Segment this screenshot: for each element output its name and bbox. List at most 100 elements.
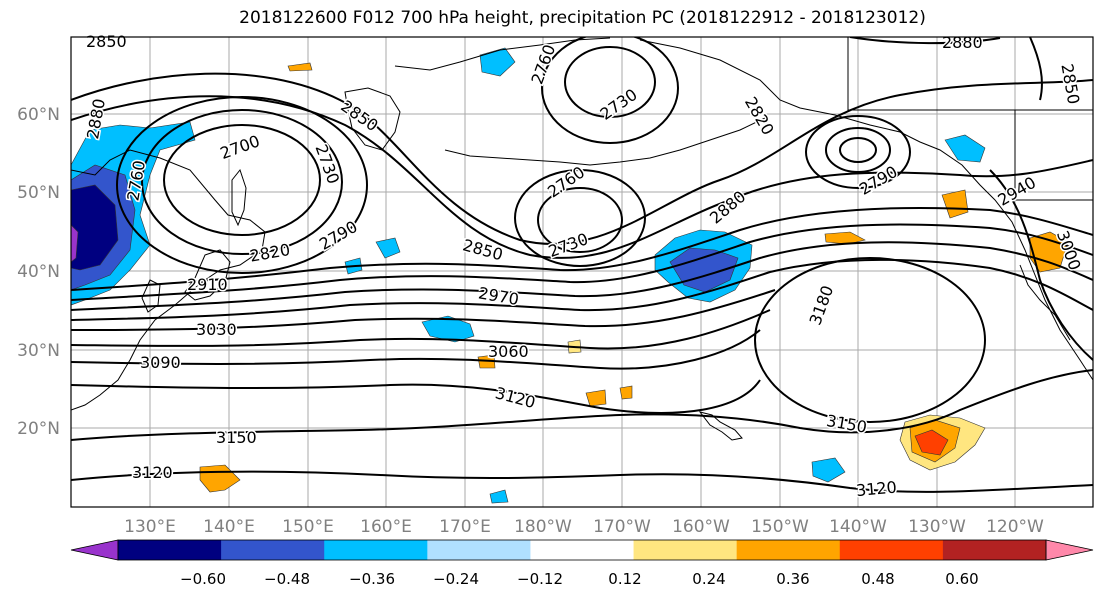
colorbar-segment [221, 540, 325, 560]
contour-label: 3120 [855, 478, 897, 500]
contour-low-pacific-2760 [514, 169, 646, 267]
contour-label: 2850 [1057, 62, 1083, 105]
contour-label: 2700 [218, 131, 263, 163]
borders [847, 37, 1093, 201]
contour-low-pacific-2730 [537, 187, 623, 253]
contour-3090 [71, 329, 761, 370]
contour-3030 [71, 289, 776, 331]
colorbar-tick-label: −0.36 [349, 570, 395, 588]
contour-label: 2910 [187, 275, 228, 294]
contour-2880-northeast [849, 37, 1001, 45]
colorbar-segment [633, 540, 738, 560]
lon-label: 150°W [751, 517, 809, 537]
lon-label: 170°E [439, 517, 491, 537]
contour-label: 2850 [461, 235, 505, 264]
contour-low-bering-2760 [541, 37, 679, 144]
colorbar-extend-low [70, 539, 119, 561]
coast-sakhalin [231, 168, 247, 227]
colorbar-tick-label: 0.12 [608, 570, 641, 588]
colorbar-segments [118, 540, 1047, 560]
colorbar-tick-label: −0.48 [264, 570, 310, 588]
precip-patch-small-1 [375, 237, 401, 259]
lat-label: 30°N [17, 341, 60, 361]
contour-label: 2730 [596, 85, 640, 124]
contour-3150 [71, 369, 1093, 441]
contour-2850 [71, 72, 1093, 245]
lon-label: 140°W [829, 517, 887, 537]
coast-alaska [639, 39, 1093, 381]
precip-patch-kamchatka-south [479, 47, 516, 77]
contour-3120-north [71, 379, 761, 414]
contour-label: 2760 [544, 162, 588, 201]
colorbar-tick-label: 0.36 [776, 570, 809, 588]
coast-aleutians [444, 117, 766, 166]
contour-label: 2850 [86, 32, 127, 51]
map-title: 2018122600 F012 700 hPa height, precipit… [239, 8, 926, 28]
lon-label: 180°W [514, 517, 572, 537]
precip-patch-small-5 [585, 389, 607, 407]
latitude-labels: 60°N 50°N 40°N 30°N 20°N [17, 105, 60, 439]
coast-mexico [1019, 264, 1071, 341]
contour-2850-northeast [1029, 37, 1043, 101]
contour-3060 [71, 309, 771, 350]
precip-patch-west-mid [421, 315, 475, 343]
colorbar-tick-label: 0.60 [945, 570, 978, 588]
precip-patch-south-east [811, 457, 846, 483]
contour-2970 [71, 241, 1093, 311]
lon-label: 160°W [672, 517, 730, 537]
colorbar: −0.60 −0.48 −0.36 −0.24 −0.12 0.12 0.24 … [70, 539, 1094, 588]
contour-low-kamchatka-2730 [141, 109, 343, 255]
colorbar-tick-label: 0.48 [861, 570, 894, 588]
contour-2910 [71, 206, 1093, 291]
contour-label: 2760 [527, 42, 559, 87]
contour-3000-east [989, 169, 1093, 361]
contour-low-kamchatka-2700 [163, 124, 321, 236]
contour-low-gulf-2820 [825, 127, 891, 173]
colorbar-segment [427, 540, 531, 560]
contour-label: 3150 [216, 428, 257, 447]
colorbar-segment [736, 540, 841, 560]
height-contours [71, 37, 1093, 493]
precip-patch-small-6 [619, 385, 633, 400]
colorbar-tick-label: −0.12 [517, 570, 563, 588]
lon-label: 170°W [593, 517, 651, 537]
lon-label: 140°E [203, 517, 255, 537]
precip-patch-small-7 [287, 62, 313, 72]
contour-low-gulf-2790 [839, 137, 877, 163]
precip-patch-mid-east [824, 231, 866, 245]
colorbar-tick-label: −0.24 [433, 570, 479, 588]
lon-label: 150°E [282, 517, 334, 537]
contour-label: 3180 [806, 283, 838, 328]
lon-label: 130°W [908, 517, 966, 537]
colorbar-segment [942, 540, 1047, 560]
contour-label: 3120 [493, 383, 537, 412]
colorbar-tick-label: 0.24 [692, 570, 725, 588]
lat-label: 20°N [17, 419, 60, 439]
contour-label: 2880 [706, 187, 749, 228]
coast-kamchatka [344, 87, 401, 151]
lon-label: 160°E [360, 517, 412, 537]
lat-label: 40°N [17, 262, 60, 282]
contour-low-gulf-2850 [805, 115, 911, 189]
colorbar-segment [324, 540, 428, 560]
lat-label: 50°N [17, 183, 60, 203]
contour-label: 3030 [196, 320, 237, 339]
contour-label: 3060 [488, 342, 529, 361]
contour-3120-south [71, 470, 1093, 493]
colorbar-segment [530, 540, 635, 560]
contour-label: 2820 [741, 94, 778, 139]
colorbar-extend-high [1045, 539, 1094, 561]
contour-label: 2820 [248, 240, 291, 266]
precip-patch-east-pacific-core [914, 429, 949, 456]
lon-label: 120°W [986, 517, 1044, 537]
contour-label: 2880 [942, 33, 983, 52]
colorbar-tick-label: −0.60 [180, 570, 226, 588]
longitude-labels: 130°E 140°E 150°E 160°E 170°E 180°W 170°… [124, 517, 1044, 537]
contour-3000 [71, 258, 1093, 321]
precip-patch-small-3 [489, 489, 509, 504]
precip-patch-japan-core [71, 184, 119, 271]
contour-label: 3150 [825, 411, 868, 437]
precip-patch-west-south [199, 464, 241, 493]
contour-label: 2940 [994, 173, 1039, 210]
